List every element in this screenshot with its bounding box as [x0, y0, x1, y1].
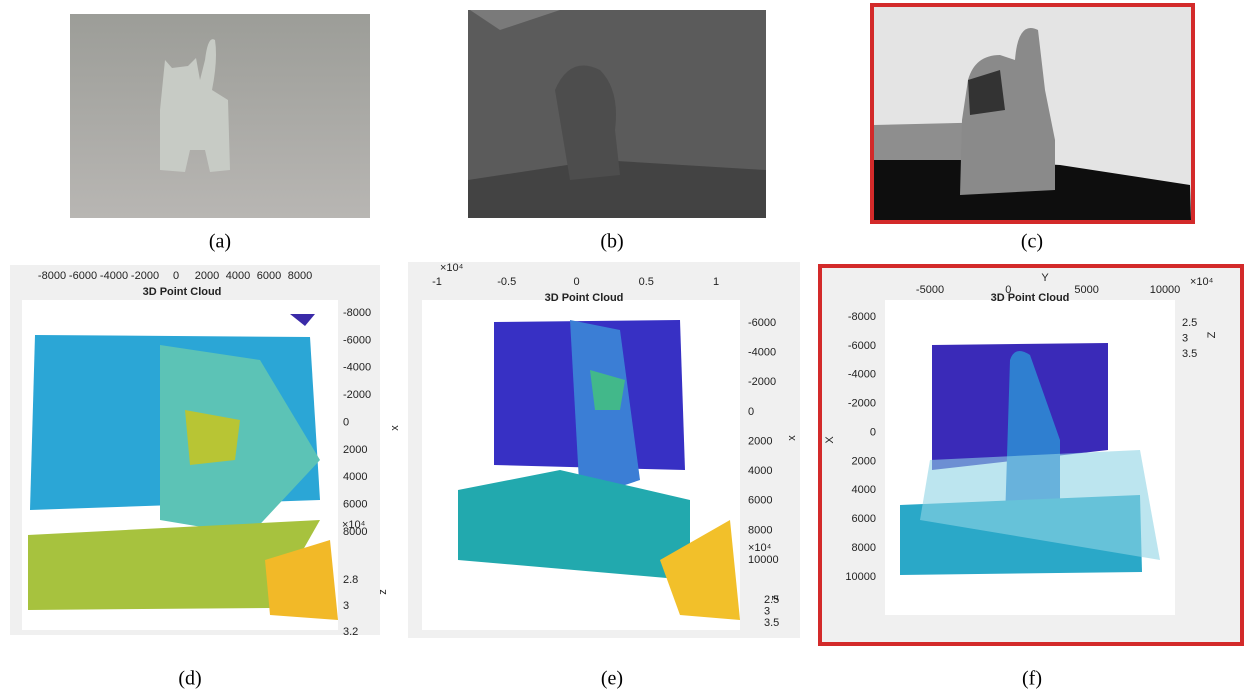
- tick-label: -6000: [748, 317, 776, 329]
- tick-label: 3: [343, 600, 349, 612]
- tick-label: -6000: [848, 340, 876, 352]
- tick-label: 10000: [845, 571, 876, 583]
- caption: (b): [600, 231, 623, 253]
- tick-label: 10000: [1150, 284, 1181, 296]
- tick-label: -2000: [748, 376, 776, 388]
- exponent-label: ×10⁴: [440, 262, 464, 274]
- caption: (a): [209, 231, 231, 253]
- tick-label: -8000: [848, 311, 876, 323]
- tick-label: 2000: [748, 435, 772, 447]
- tick-label: 0: [870, 426, 876, 438]
- caption: (f): [1022, 668, 1042, 690]
- tick-label: 8000: [852, 542, 876, 554]
- tick-label: -4000: [343, 362, 371, 374]
- refined-disparity: [870, 3, 1195, 224]
- exponent-label: ×10⁴: [748, 542, 772, 554]
- exponent-label: ×10⁴: [342, 519, 366, 531]
- axis-label: X: [824, 436, 836, 444]
- point-cloud-plot: [10, 265, 380, 635]
- tick-label: 4000: [852, 484, 876, 496]
- tick-label: 6000: [343, 499, 367, 511]
- tick-label: 2.5: [1182, 317, 1197, 329]
- plot-title: 3D Point Cloud: [545, 292, 624, 304]
- tick-label: -4000: [100, 270, 128, 282]
- tick-label: -4000: [748, 347, 776, 359]
- tick-label: -2000: [848, 398, 876, 410]
- axis-label: Z: [1206, 331, 1218, 338]
- tick-label: 4000: [748, 465, 772, 477]
- tick-label: 0.5: [639, 276, 654, 288]
- tick-label: 3: [1182, 332, 1188, 344]
- tick-label: -1: [432, 276, 442, 288]
- disparity-map: [468, 10, 766, 218]
- tick-label: 4000: [226, 270, 250, 282]
- tick-label: -2000: [131, 270, 159, 282]
- tick-label: 3.5: [1182, 348, 1197, 360]
- tick-label: 0: [573, 276, 579, 288]
- plot-title: 3D Point Cloud: [991, 292, 1070, 304]
- tick-label: 2.5: [764, 594, 779, 606]
- tick-label: -8000: [38, 270, 66, 282]
- tick-label: 2000: [195, 270, 219, 282]
- tick-label: 8000: [288, 270, 312, 282]
- tick-label: 3: [764, 605, 770, 617]
- caption: (d): [178, 668, 201, 690]
- tick-label: -6000: [69, 270, 97, 282]
- tick-label: -4000: [848, 369, 876, 381]
- point-cloud-plot: [818, 264, 1244, 646]
- tick-label: 5000: [1074, 284, 1098, 296]
- tick-label: 6000: [257, 270, 281, 282]
- tick-label: 0: [343, 416, 349, 428]
- tick-label: 4000: [343, 471, 367, 483]
- tick-label: 8000: [343, 526, 367, 538]
- axis-label: x: [786, 435, 798, 441]
- tick-label: 3.5: [764, 617, 779, 629]
- photo: [70, 14, 370, 218]
- tick-label: 2.8: [343, 574, 358, 586]
- tick-label: 2000: [852, 455, 876, 467]
- axis-label: Y: [1041, 272, 1049, 284]
- tick-label: -0.5: [497, 276, 516, 288]
- axis-label: z: [769, 595, 781, 601]
- exponent-label: ×10⁴: [1190, 276, 1214, 288]
- tick-label: 0: [1005, 284, 1011, 296]
- tick-label: -2000: [343, 389, 371, 401]
- tick-label: -8000: [343, 307, 371, 319]
- tick-label: 3.2: [343, 626, 358, 638]
- tick-label: 6000: [852, 513, 876, 525]
- plot-title: 3D Point Cloud: [143, 286, 222, 298]
- tick-label: 6000: [748, 495, 772, 507]
- point-cloud-plot: [408, 262, 800, 638]
- tick-label: 2000: [343, 444, 367, 456]
- caption: (c): [1021, 231, 1043, 253]
- tick-label: 1: [713, 276, 719, 288]
- axis-label: z: [377, 589, 389, 595]
- tick-label: 0: [748, 406, 754, 418]
- tick-label: -6000: [343, 334, 371, 346]
- tick-label: -5000: [916, 284, 944, 296]
- tick-label: 10000: [748, 554, 779, 566]
- axis-label: x: [389, 425, 401, 431]
- tick-label: 8000: [748, 524, 772, 536]
- tick-label: 0: [173, 270, 179, 282]
- caption: (e): [601, 668, 623, 690]
